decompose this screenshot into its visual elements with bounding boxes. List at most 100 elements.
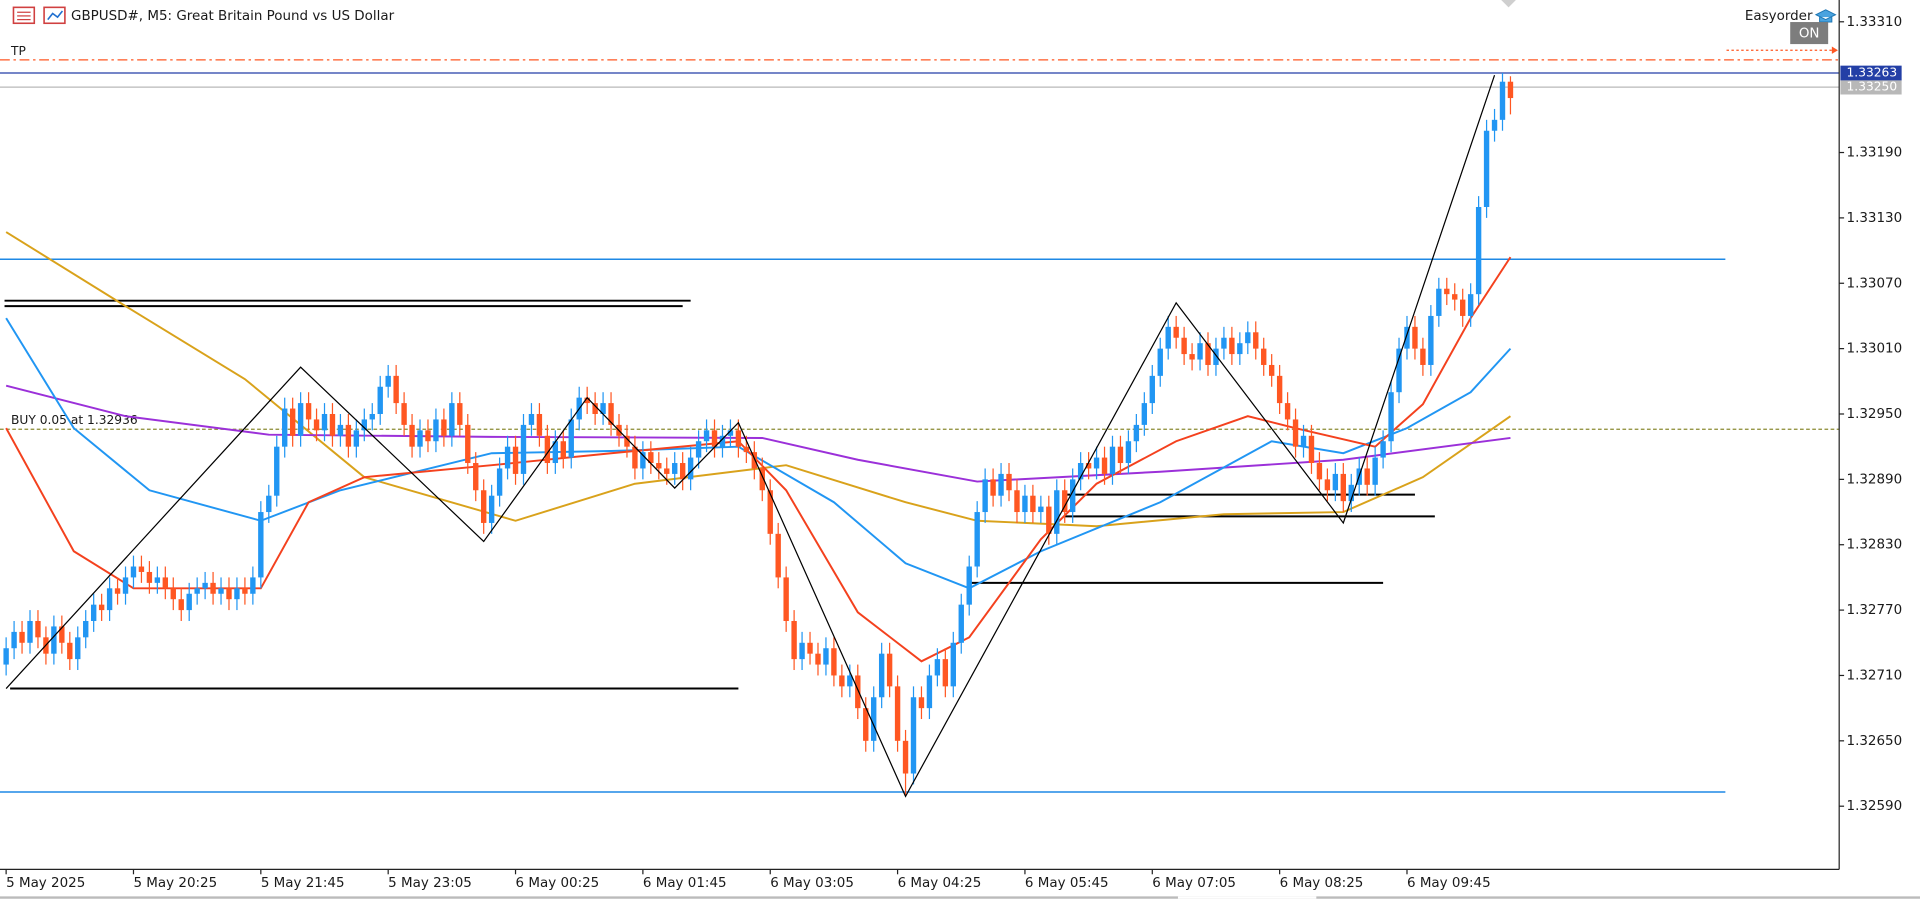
candle-body xyxy=(719,435,726,447)
zigzag-line xyxy=(5,74,1496,798)
menu-icon-frame[interactable] xyxy=(12,6,36,25)
candle-body xyxy=(783,577,789,621)
candle-body xyxy=(83,620,89,638)
candle-body xyxy=(329,413,336,436)
candle-body xyxy=(1085,463,1092,469)
candle-body xyxy=(1284,403,1291,420)
candle-body xyxy=(1133,424,1140,442)
y-tick-label: 1.32710 xyxy=(1847,668,1903,683)
candle-body xyxy=(934,659,941,676)
candle-body xyxy=(1475,206,1482,295)
candle-body xyxy=(59,626,65,643)
x-tick-label: 6 May 08:25 xyxy=(1280,876,1364,891)
candle-body xyxy=(727,430,734,436)
candle-body xyxy=(679,463,686,480)
ask-price-label: 1.33250 xyxy=(1847,80,1898,94)
candle-body xyxy=(473,463,479,491)
candle-body xyxy=(1046,506,1052,534)
candle-body xyxy=(1062,490,1068,513)
moving-average xyxy=(5,256,1512,663)
candle-body xyxy=(640,452,646,469)
y-tick-label: 1.33010 xyxy=(1847,342,1903,357)
candle-body xyxy=(1069,479,1076,513)
candle-body xyxy=(974,512,980,567)
candle-body xyxy=(496,468,503,496)
candle-body xyxy=(1189,354,1195,360)
x-tick-label: 6 May 04:25 xyxy=(898,876,982,891)
candle-body xyxy=(488,495,495,523)
candle-body xyxy=(839,675,845,687)
candle-body xyxy=(1452,294,1458,300)
candle-body xyxy=(815,653,821,665)
candle-body xyxy=(1165,326,1171,349)
candle-body xyxy=(90,604,97,621)
candle-body xyxy=(297,403,304,436)
candle-body xyxy=(1404,326,1410,349)
x-tick-label: 6 May 00:25 xyxy=(516,876,600,891)
candle-body xyxy=(27,620,33,643)
candle-body xyxy=(19,631,25,643)
candle-body xyxy=(417,430,423,447)
x-tick-label: 5 May 20:25 xyxy=(133,876,217,891)
candle-body xyxy=(1436,288,1442,316)
candle-body xyxy=(1324,479,1331,491)
candle-body xyxy=(1420,348,1426,365)
moving-average xyxy=(5,384,1511,483)
x-tick-label: 6 May 05:45 xyxy=(1025,876,1109,891)
candle-body xyxy=(202,582,208,589)
chart-icon-line[interactable] xyxy=(47,10,64,21)
candle-body xyxy=(51,626,57,654)
candle-body xyxy=(767,490,773,534)
y-tick-label: 1.32830 xyxy=(1847,538,1903,553)
candle-body xyxy=(433,419,439,442)
candle-body xyxy=(218,588,224,594)
y-tick-label: 1.33070 xyxy=(1847,276,1903,291)
candle-body xyxy=(982,479,988,513)
candle-body xyxy=(154,577,161,583)
candle-body xyxy=(1467,294,1474,316)
candle-body xyxy=(1125,441,1132,464)
y-tick-label: 1.32590 xyxy=(1847,799,1903,814)
candle-body xyxy=(313,419,320,431)
candle-body xyxy=(409,424,415,447)
chart-icon[interactable] xyxy=(43,6,66,25)
candle-body xyxy=(146,571,153,583)
candle-body xyxy=(624,435,630,447)
candle-body xyxy=(807,642,813,654)
tp-drag-arrowhead[interactable] xyxy=(1831,46,1838,54)
candle-body xyxy=(918,697,925,709)
candle-body xyxy=(1221,337,1227,349)
toggle-button[interactable] xyxy=(1790,22,1829,45)
candle-body xyxy=(1340,473,1347,502)
candle-body xyxy=(3,648,9,665)
candle-body xyxy=(1507,81,1514,99)
candle-body xyxy=(385,375,391,387)
candle-body xyxy=(735,430,742,447)
candle-body xyxy=(282,408,288,447)
toggle-label[interactable]: ON xyxy=(1799,27,1820,42)
candle-body xyxy=(1030,495,1036,513)
candle-body xyxy=(1101,457,1108,474)
bid-price-box xyxy=(1840,65,1902,81)
candle-body xyxy=(775,533,781,578)
candle-body xyxy=(1308,435,1315,464)
candle-body xyxy=(863,708,869,741)
y-tick-label: 1.32650 xyxy=(1847,734,1903,749)
candle-body xyxy=(528,413,535,425)
candle-body xyxy=(950,642,956,687)
candle-body xyxy=(1181,337,1187,355)
candle-body xyxy=(321,413,328,431)
y-tick-label: 1.33310 xyxy=(1847,15,1903,30)
candle-body xyxy=(1332,473,1339,491)
candle-body xyxy=(345,424,352,447)
y-tick-label: 1.33130 xyxy=(1847,211,1903,226)
menu-icon[interactable] xyxy=(12,6,36,25)
candle-body xyxy=(1428,315,1434,365)
candle-body xyxy=(67,642,73,660)
candle-body xyxy=(369,413,375,420)
candle-body xyxy=(1364,468,1370,485)
candle-body xyxy=(743,446,750,453)
candle-body xyxy=(664,468,670,474)
candle-body xyxy=(966,566,972,605)
